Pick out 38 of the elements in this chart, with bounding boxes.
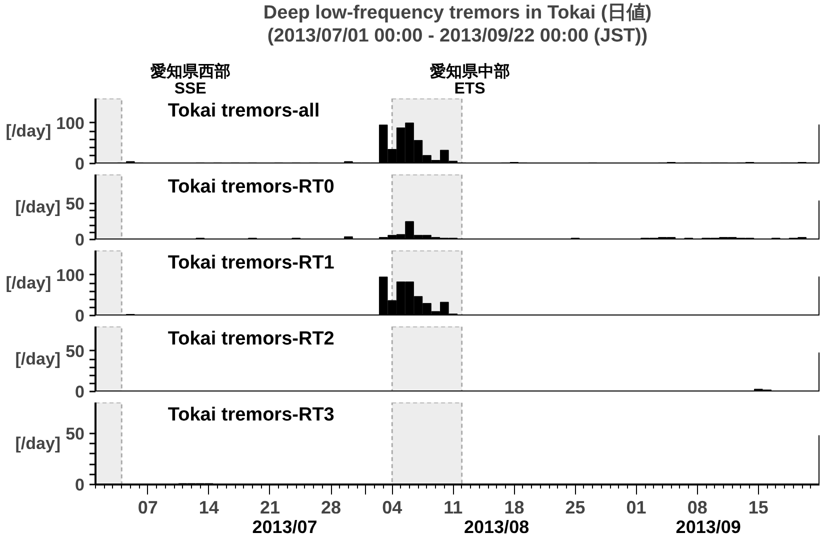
y-tick-label: 50 xyxy=(66,342,85,361)
x-tick-label: 08 xyxy=(687,498,708,518)
x-tick-label: 18 xyxy=(504,498,524,518)
y-axis-title: [/day] xyxy=(15,434,61,453)
text: 2013/07 xyxy=(252,517,318,538)
y-tick-label: 0 xyxy=(75,230,85,250)
x-tick-label: 04 xyxy=(382,498,402,518)
x-tick-label: 01 xyxy=(626,498,646,518)
y-tick-label: 0 xyxy=(75,476,85,494)
x-tick-label: 07 xyxy=(138,498,158,518)
band-label: 愛知県西部 SSE xyxy=(150,62,230,98)
x-tick-label: 14 xyxy=(198,498,219,518)
y-axis-title: [/day] xyxy=(15,198,61,216)
text: Tokai tremors-all xyxy=(168,100,320,122)
x-tick-label: 21 xyxy=(260,498,280,518)
x-tick-label: 11 xyxy=(444,498,463,518)
y-tick-label: 0 xyxy=(75,382,85,402)
band-label: 愛知県中部 ETS xyxy=(430,62,510,98)
text: 2013/09 xyxy=(676,517,741,538)
y-axis-title: [/day] xyxy=(6,122,52,140)
x-tick-label: 25 xyxy=(565,498,586,518)
y-tick-label: 50 xyxy=(66,194,85,214)
y-tick-label: 50 xyxy=(66,424,85,444)
y-tick-label: 0 xyxy=(75,154,85,174)
x-tick-label: 15 xyxy=(748,498,768,518)
chart-subtitle: (2013/07/01 00:00 - 2013/09/22 00:00 (JST)) xyxy=(267,26,648,46)
y-tick-label: 100 xyxy=(56,114,85,133)
y-axis-title: [/day] xyxy=(6,274,52,292)
text: Tokai tremors-RT1 xyxy=(168,252,335,274)
y-tick-label: 100 xyxy=(56,266,85,285)
text: Tokai tremors-RT2 xyxy=(168,328,334,350)
y-tick-label: 0 xyxy=(75,306,85,326)
text: 2013/08 xyxy=(464,517,530,538)
y-axis-title: [/day] xyxy=(15,350,61,368)
text: Tokai tremors-RT3 xyxy=(168,404,334,426)
chart-title: Deep low-frequency tremors in Tokai (日値) xyxy=(263,2,652,24)
x-tick-label: 28 xyxy=(321,498,342,518)
text: Tokai tremors-RT0 xyxy=(168,176,334,198)
